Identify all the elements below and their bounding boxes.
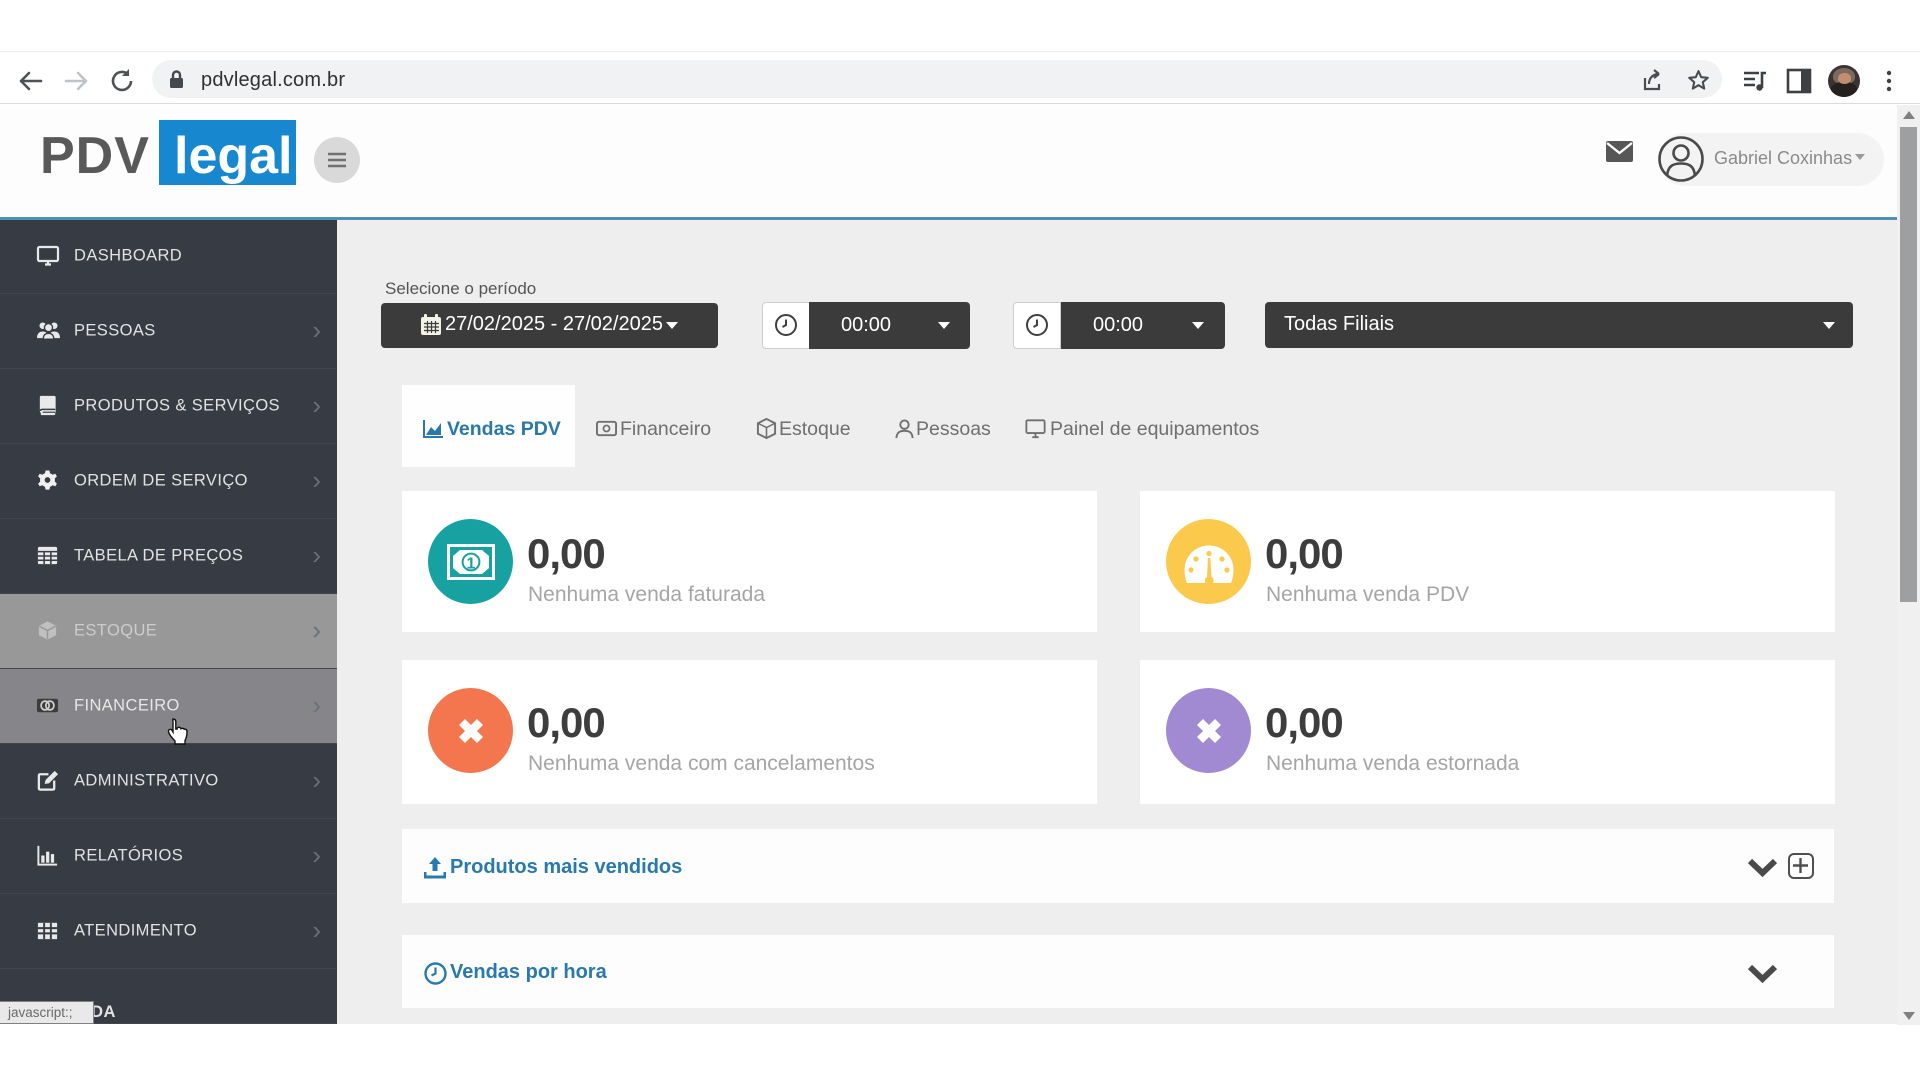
svg-text:1: 1 <box>467 556 476 573</box>
